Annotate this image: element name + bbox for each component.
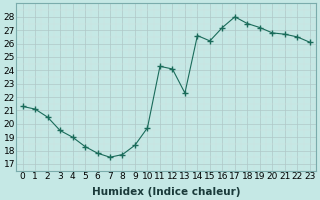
X-axis label: Humidex (Indice chaleur): Humidex (Indice chaleur) <box>92 187 240 197</box>
